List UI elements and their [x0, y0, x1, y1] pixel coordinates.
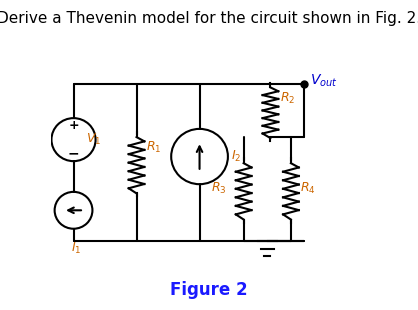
Text: Figure 2: Figure 2	[170, 281, 248, 299]
Text: Derive a Thevenin model for the circuit shown in Fig. 2.: Derive a Thevenin model for the circuit …	[0, 11, 418, 26]
Text: $R_2$: $R_2$	[280, 91, 295, 106]
Text: $R_3$: $R_3$	[211, 181, 226, 196]
Text: $R_4$: $R_4$	[301, 181, 316, 196]
Text: $V_{out}$: $V_{out}$	[310, 73, 337, 90]
Text: −: −	[68, 146, 79, 161]
Text: +: +	[68, 119, 79, 132]
Text: $R_1$: $R_1$	[146, 140, 161, 155]
Text: $I_1$: $I_1$	[71, 241, 82, 256]
Text: $I_2$: $I_2$	[231, 149, 241, 164]
Text: $V_1$: $V_1$	[86, 132, 101, 147]
